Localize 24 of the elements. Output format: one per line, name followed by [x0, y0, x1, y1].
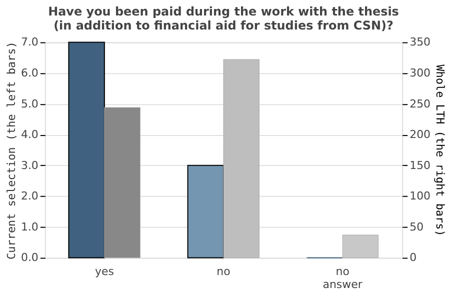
y-tick-label: 7.0 — [20, 36, 38, 49]
y-axis-title: Current selection (the left bars) — [4, 42, 18, 260]
y2-tick-label: 300 — [410, 66, 431, 80]
y-tick-label: 0.0 — [20, 251, 38, 264]
y2-tick-label: 50 — [410, 220, 424, 234]
x-tick-label: no answer — [322, 265, 363, 292]
y-tick-label: 6.0 — [20, 66, 38, 80]
y2-tick-label: 0 — [410, 251, 417, 264]
x-tick-label: no — [216, 265, 231, 278]
y-tick-label: 4.0 — [20, 128, 38, 142]
x-tick-label: yes — [94, 265, 114, 278]
y2-tick-label: 350 — [410, 36, 431, 49]
y-tick-label: 5.0 — [20, 97, 38, 110]
bar — [342, 234, 379, 258]
y2-tick-label: 150 — [410, 158, 431, 172]
y-tick-label: 1.0 — [20, 220, 38, 234]
y2-tick-label: 250 — [410, 97, 431, 110]
y2-tick-label: 200 — [410, 128, 431, 142]
y2-axis-title: Whole LTH (the right bars) — [434, 64, 447, 236]
y-tick-label: 3.0 — [20, 158, 38, 172]
bar — [223, 59, 260, 258]
chart-title: Have you been paid during the work with the thesis (in addition to financial aid for studies from CSN)? — [48, 4, 399, 32]
y-tick-label: 2.0 — [20, 190, 38, 203]
y2-tick-label: 100 — [410, 190, 431, 203]
